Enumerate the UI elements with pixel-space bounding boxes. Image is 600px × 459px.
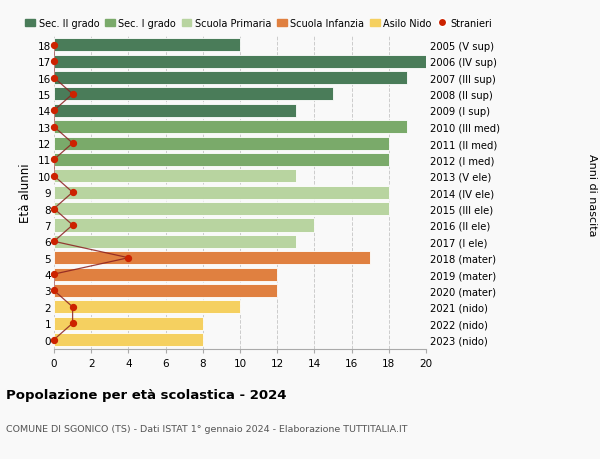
Bar <box>54 186 389 199</box>
Point <box>68 140 77 147</box>
Point <box>49 238 59 246</box>
Text: Anni di nascita: Anni di nascita <box>587 154 597 236</box>
Bar <box>54 154 389 167</box>
Bar <box>54 219 314 232</box>
Point <box>49 271 59 278</box>
Bar <box>54 170 296 183</box>
Point <box>49 75 59 82</box>
Point <box>49 58 59 66</box>
Text: Popolazione per età scolastica - 2024: Popolazione per età scolastica - 2024 <box>6 388 287 401</box>
Point <box>68 303 77 311</box>
Bar <box>54 121 407 134</box>
Bar <box>54 301 240 313</box>
Point <box>49 42 59 50</box>
Bar <box>54 333 203 347</box>
Point <box>49 124 59 131</box>
Point <box>49 206 59 213</box>
Point <box>49 336 59 343</box>
Bar <box>54 137 389 150</box>
Bar <box>54 317 203 330</box>
Point <box>68 189 77 196</box>
Bar <box>54 235 296 248</box>
Point <box>49 173 59 180</box>
Point <box>68 320 77 327</box>
Point <box>49 157 59 164</box>
Point <box>68 222 77 229</box>
Bar <box>54 268 277 281</box>
Bar <box>54 105 296 118</box>
Bar <box>54 284 277 297</box>
Y-axis label: Età alunni: Età alunni <box>19 163 32 223</box>
Bar <box>54 72 407 85</box>
Bar <box>54 252 370 265</box>
Point <box>49 287 59 295</box>
Legend: Sec. II grado, Sec. I grado, Scuola Primaria, Scuola Infanzia, Asilo Nido, Stran: Sec. II grado, Sec. I grado, Scuola Prim… <box>25 19 492 29</box>
Point <box>49 107 59 115</box>
Text: COMUNE DI SGONICO (TS) - Dati ISTAT 1° gennaio 2024 - Elaborazione TUTTITALIA.IT: COMUNE DI SGONICO (TS) - Dati ISTAT 1° g… <box>6 425 407 434</box>
Point <box>124 254 133 262</box>
Point <box>68 91 77 98</box>
Bar <box>54 56 426 68</box>
Bar <box>54 202 389 216</box>
Bar <box>54 88 333 101</box>
Bar <box>54 39 240 52</box>
